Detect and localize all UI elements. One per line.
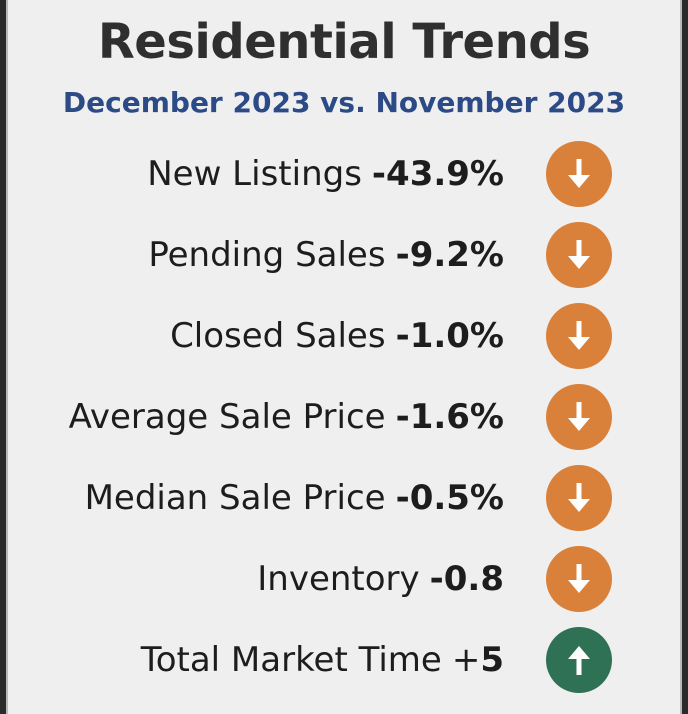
arrow-down-icon [546, 465, 612, 531]
metric-label: Median Sale Price [84, 478, 386, 518]
metric-value: -0.5% [395, 478, 504, 518]
metric-row-total-market-time: Total Market Time + 5 [141, 628, 504, 692]
metric-row-closed-sales: Closed Sales -1.0% [170, 304, 504, 368]
metric-label: New Listings [147, 154, 362, 194]
residential-trends-panel: Residential Trends December 2023 vs. Nov… [6, 0, 682, 714]
metric-value: 5 [480, 640, 504, 680]
metric-value: -1.0% [395, 316, 504, 356]
metric-row-pending-sales: Pending Sales -9.2% [148, 223, 504, 287]
arrow-down-icon [546, 303, 612, 369]
metric-label: Pending Sales [148, 235, 386, 275]
arrow-down-icon [546, 384, 612, 450]
metric-row-inventory: Inventory -0.8 [257, 547, 504, 611]
metric-row-average-sale-price: Average Sale Price -1.6% [69, 385, 504, 449]
metric-label: Inventory [257, 559, 420, 599]
page-subtitle: December 2023 vs. November 2023 [62, 86, 626, 119]
metric-row-new-listings: New Listings -43.9% [147, 142, 504, 206]
arrow-down-icon [546, 546, 612, 612]
metric-label: Total Market Time [140, 640, 442, 680]
metric-value-prefix: + [451, 640, 481, 680]
metric-label: Closed Sales [170, 316, 386, 356]
metric-value: -43.9% [371, 154, 504, 194]
page-title: Residential Trends [97, 14, 591, 70]
metric-value: -0.8 [429, 559, 504, 599]
metric-value: -9.2% [395, 235, 504, 275]
metric-row-median-sale-price: Median Sale Price -0.5% [85, 466, 504, 530]
metric-value: -1.6% [395, 397, 504, 437]
arrow-up-icon [546, 627, 612, 693]
metric-label: Average Sale Price [68, 397, 386, 437]
arrow-down-icon [546, 222, 612, 288]
arrow-down-icon [546, 141, 612, 207]
